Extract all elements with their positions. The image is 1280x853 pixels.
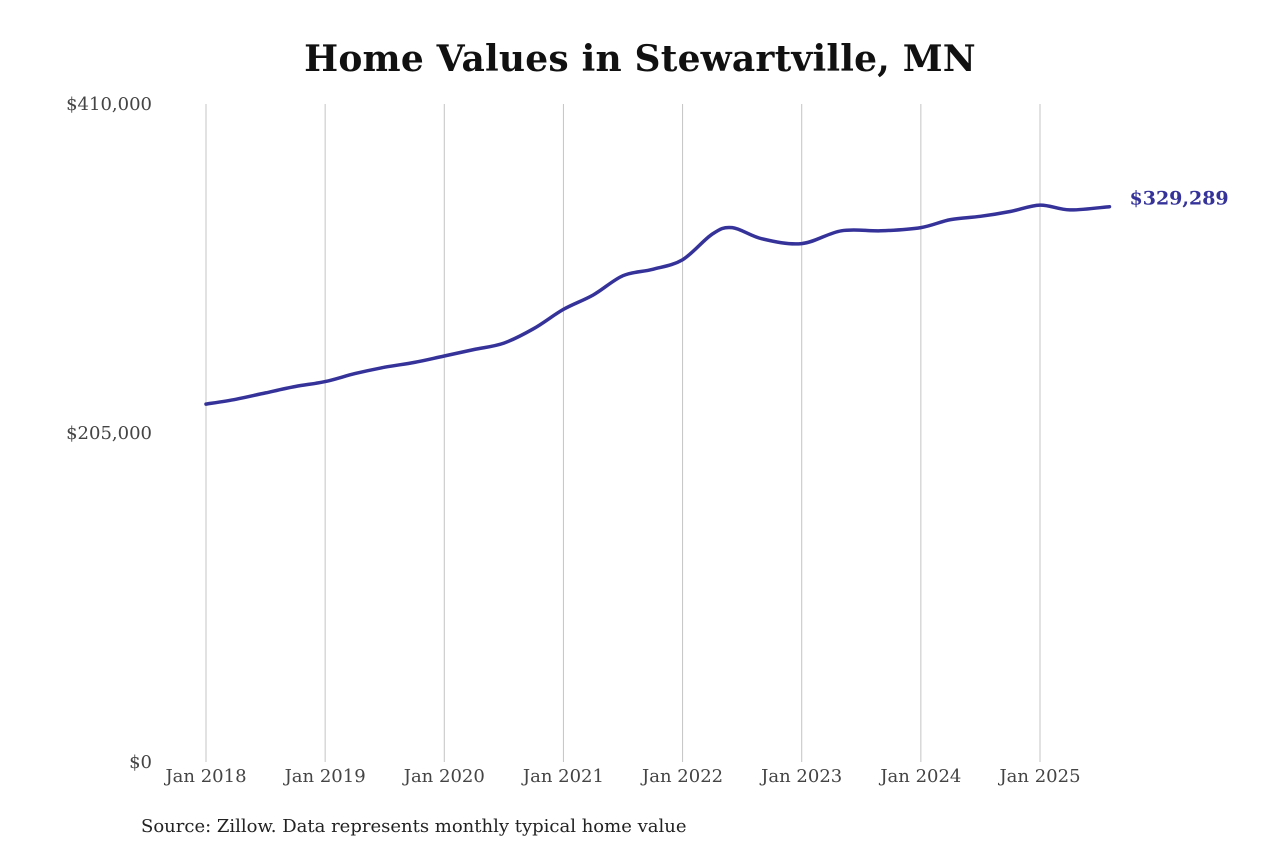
x-axis-ticks: Jan 2018 Jan 2019 Jan 2020 Jan 2021 Jan 2022…	[163, 766, 1080, 787]
source-note: Source: Zillow. Data represents monthly …	[141, 816, 687, 837]
x-tick-label: Jan 2024	[878, 766, 961, 787]
x-tick-label: Jan 2020	[402, 766, 485, 787]
series-layer	[204, 203, 1112, 406]
chart-title: Home Values in Stewartville, MN	[304, 38, 976, 80]
y-tick-label: $0	[129, 752, 152, 773]
gridlines	[205, 104, 1041, 762]
y-axis-ticks: $0 $205,000 $410,000	[66, 94, 152, 773]
annotation-layer: $329,289	[1130, 188, 1229, 210]
y-tick-label: $410,000	[66, 94, 152, 115]
y-tick-label: $205,000	[66, 423, 152, 444]
x-tick-label: Jan 2025	[997, 766, 1080, 787]
x-tick-label: Jan 2021	[521, 766, 604, 787]
x-tick-label: Jan 2023	[759, 766, 842, 787]
end-value-label: $329,289	[1130, 188, 1229, 210]
x-tick-label: Jan 2019	[283, 766, 366, 787]
x-tick-label: Jan 2022	[640, 766, 723, 787]
home-value-line	[204, 203, 1112, 406]
x-tick-label: Jan 2018	[163, 766, 246, 787]
